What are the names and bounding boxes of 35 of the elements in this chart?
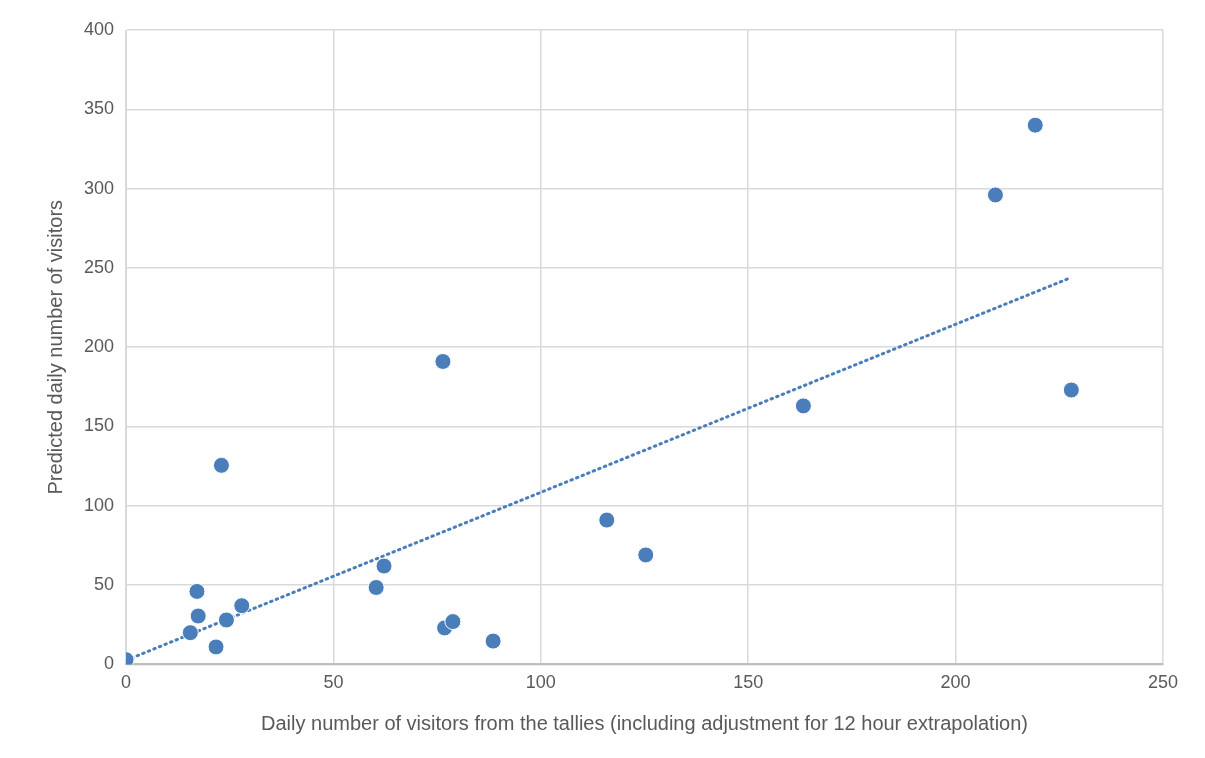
- point: [188, 582, 206, 600]
- y-tick-label: 250: [83, 256, 115, 277]
- y-tick-label: 300: [83, 177, 115, 198]
- point: [1026, 116, 1044, 134]
- x-tick-label: 200: [940, 672, 971, 693]
- y-tick-label: 150: [83, 415, 115, 436]
- point: [434, 352, 452, 370]
- x-tick-label: 0: [121, 672, 132, 693]
- x-tick-label: 50: [323, 672, 344, 693]
- y-tick-label: 50: [94, 574, 115, 595]
- y-tick-label: 100: [83, 494, 115, 515]
- point: [598, 511, 616, 529]
- point: [444, 613, 462, 631]
- point: [212, 456, 230, 474]
- point: [207, 638, 225, 656]
- point: [367, 578, 385, 596]
- y-tick-label: 0: [104, 653, 115, 674]
- point: [233, 597, 251, 615]
- point: [1062, 381, 1080, 399]
- y-tick-label: 200: [83, 336, 115, 357]
- point: [794, 397, 812, 415]
- point: [375, 557, 393, 575]
- y-axis-title: Predicted daily number of visitors: [43, 199, 66, 495]
- x-axis-title: Daily number of visitors from the tallies (including adjustment for 12 hour extrapolation): [261, 711, 1029, 734]
- point: [217, 611, 235, 629]
- point: [189, 607, 207, 625]
- point: [181, 624, 199, 642]
- x-tick-label: 150: [733, 672, 764, 693]
- y-tick-label: 400: [83, 18, 115, 39]
- point: [484, 632, 502, 650]
- point: [637, 546, 655, 564]
- x-tick-label: 100: [525, 672, 556, 693]
- y-tick-label: 350: [83, 98, 115, 119]
- point: [986, 186, 1004, 204]
- x-tick-label: 250: [1147, 672, 1179, 693]
